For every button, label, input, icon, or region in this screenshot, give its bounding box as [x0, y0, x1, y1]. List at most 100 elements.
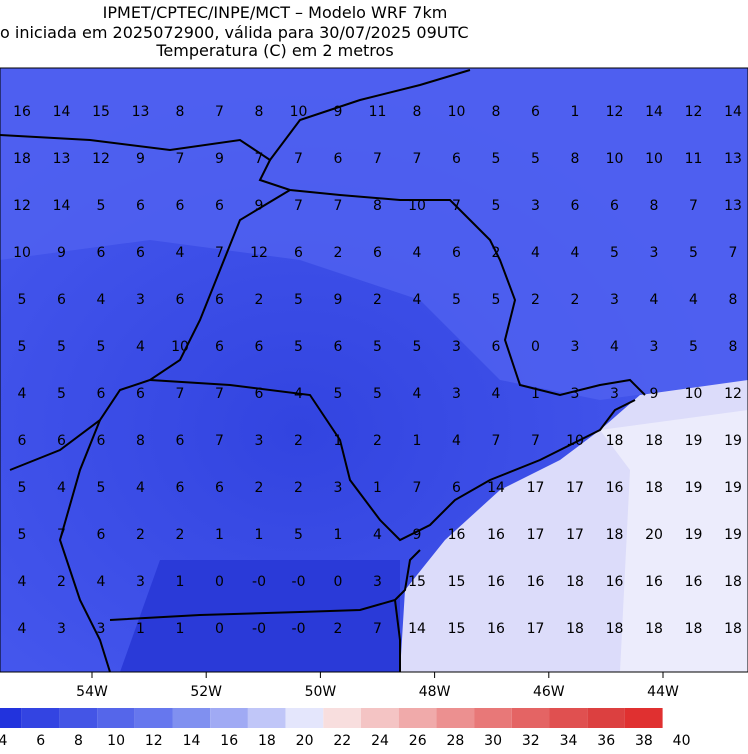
grid-value: 16 — [606, 480, 624, 496]
grid-value: 11 — [369, 104, 387, 120]
grid-value: 16 — [487, 574, 505, 590]
grid-value: 5 — [18, 527, 27, 543]
grid-value: 6 — [334, 339, 343, 355]
colorbar-label: 20 — [296, 733, 314, 749]
grid-value: 0 — [215, 574, 224, 590]
grid-value: 4 — [413, 386, 422, 402]
colorbar-label: 34 — [560, 733, 578, 749]
grid-value: 6 — [97, 386, 106, 402]
grid-value: 4 — [689, 292, 698, 308]
grid-value: 2 — [294, 480, 303, 496]
x-tick-label: 44W — [647, 684, 679, 700]
grid-value: 4 — [413, 245, 422, 261]
grid-value: 4 — [531, 245, 540, 261]
grid-value: 7 — [689, 198, 698, 214]
grid-value: 6 — [97, 527, 106, 543]
grid-value: 5 — [492, 151, 501, 167]
grid-value: 6 — [610, 198, 619, 214]
grid-value: 7 — [176, 386, 185, 402]
grid-value: 13 — [724, 151, 742, 167]
grid-value: 4 — [136, 480, 145, 496]
grid-value: 4 — [57, 480, 66, 496]
grid-value: 18 — [724, 621, 742, 637]
grid-value: 6 — [176, 292, 185, 308]
grid-value: 17 — [527, 621, 545, 637]
grid-value: 5 — [294, 527, 303, 543]
colorbar-label: 16 — [220, 733, 238, 749]
x-tick-label: 52W — [190, 684, 222, 700]
grid-value: 1 — [255, 527, 264, 543]
grid-value: 7 — [294, 198, 303, 214]
grid-value: 5 — [294, 339, 303, 355]
grid-value: 3 — [610, 386, 619, 402]
grid-value: 15 — [448, 621, 466, 637]
grid-value: 7 — [531, 433, 540, 449]
grid-value: 2 — [531, 292, 540, 308]
border-line — [9, 189, 291, 471]
grid-value: 1 — [136, 621, 145, 637]
grid-value: 3 — [57, 621, 66, 637]
grid-value: 5 — [492, 292, 501, 308]
grid-value: 0 — [334, 574, 343, 590]
grid-value: 5 — [413, 339, 422, 355]
grid-value: 2 — [176, 527, 185, 543]
colorbar-swatch — [172, 708, 211, 728]
grid-value: 2 — [255, 292, 264, 308]
grid-value: 8 — [729, 339, 738, 355]
grid-value: 4 — [413, 292, 422, 308]
grid-value: 6 — [176, 480, 185, 496]
grid-value: 6 — [136, 245, 145, 261]
grid-value: 2 — [373, 292, 382, 308]
colorbar-label: 14 — [183, 733, 201, 749]
grid-value: 8 — [176, 104, 185, 120]
grid-value: 1 — [571, 104, 580, 120]
grid-value: 2 — [334, 245, 343, 261]
grid-value: 3 — [97, 621, 106, 637]
grid-value: 5 — [18, 480, 27, 496]
grid-value: 8 — [492, 104, 501, 120]
grid-value: 5 — [373, 386, 382, 402]
grid-value: 3 — [452, 386, 461, 402]
grid-value: 4 — [18, 574, 27, 590]
grid-value: 3 — [452, 339, 461, 355]
grid-value: 6 — [255, 386, 264, 402]
colorbar-label: 12 — [145, 733, 163, 749]
grid-value: 6 — [215, 292, 224, 308]
colorbar-label: 38 — [635, 733, 653, 749]
border-line — [394, 599, 401, 672]
south-fill — [120, 560, 400, 672]
grid-value: 16 — [685, 574, 703, 590]
grid-value: 19 — [724, 433, 742, 449]
grid-value: 12 — [685, 104, 703, 120]
grid-value: 11 — [685, 151, 703, 167]
title-line: IPMET/CPTEC/INPE/MCT – Modelo WRF 7km — [103, 3, 448, 22]
grid-value: 8 — [136, 433, 145, 449]
x-tick-label: 54W — [76, 684, 108, 700]
grid-value: 4 — [136, 339, 145, 355]
grid-value: 3 — [334, 480, 343, 496]
grid-value: 6 — [452, 151, 461, 167]
title-line: Temperatura (C) em 2 metros — [155, 41, 393, 60]
grid-value: 1 — [176, 574, 185, 590]
grid-value: 0 — [531, 339, 540, 355]
grid-value: 10 — [408, 198, 426, 214]
grid-value: 7 — [492, 433, 501, 449]
grid-value: 7 — [215, 433, 224, 449]
grid-value: 6 — [176, 433, 185, 449]
grid-value: 4 — [571, 245, 580, 261]
grid-value: 4 — [97, 292, 106, 308]
grid-value: 18 — [724, 574, 742, 590]
north-fill — [0, 68, 748, 400]
grid-value: 6 — [136, 198, 145, 214]
grid-value: 8 — [729, 292, 738, 308]
grid-value: 9 — [650, 386, 659, 402]
grid-value: 10 — [685, 386, 703, 402]
grid-value: 7 — [255, 151, 264, 167]
colorbar-label: 24 — [371, 733, 389, 749]
grid-value: 7 — [413, 480, 422, 496]
grid-value: 4 — [18, 621, 27, 637]
colorbar-swatch — [323, 708, 361, 728]
grid-value: 18 — [566, 574, 584, 590]
grid-value: 6 — [452, 480, 461, 496]
